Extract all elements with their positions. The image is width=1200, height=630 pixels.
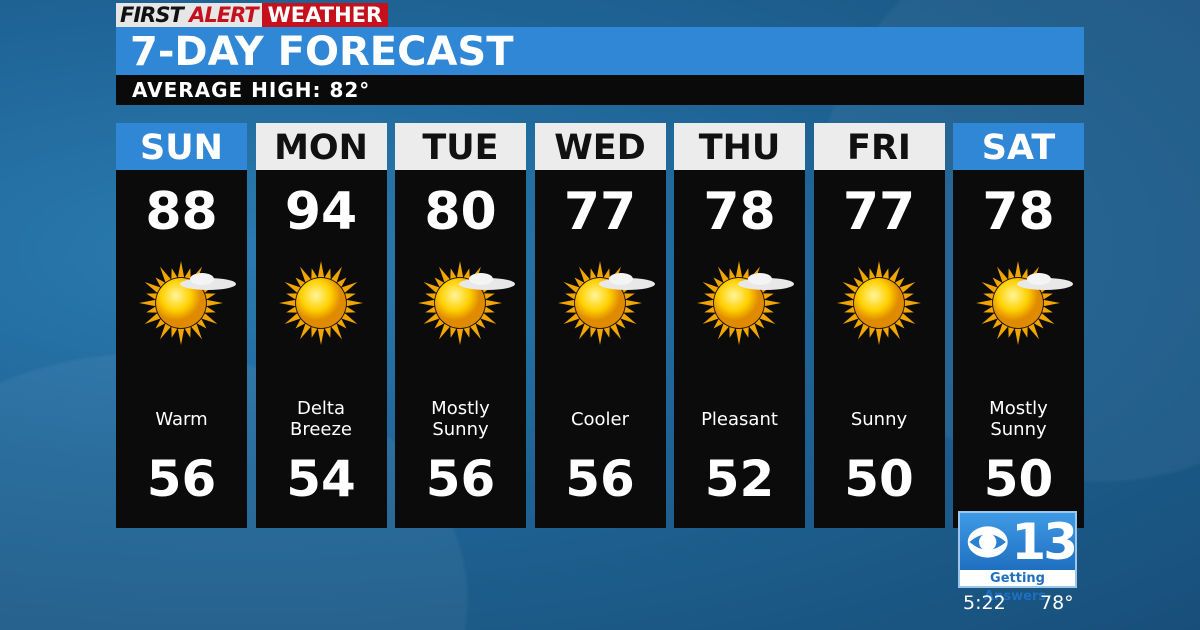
low-temp: 50 — [844, 450, 914, 508]
condition-label: Mostly Sunny — [989, 398, 1048, 440]
first-alert-weather-logo: FIRST ALERT WEATHER — [116, 3, 389, 27]
low-temp: 52 — [704, 450, 775, 508]
condition-text: Warm — [116, 398, 247, 440]
low-temp: 56 — [565, 450, 635, 508]
day-body: 94 Delta Breeze 54 — [255, 170, 387, 528]
condition-text: Pleasant — [674, 398, 805, 440]
sun-cloud-icon — [136, 258, 246, 348]
day-column-tue: TUE 80 Mostly Sunny 56 — [395, 123, 526, 528]
day-header: THU — [674, 123, 805, 170]
condition-text: Mostly Sunny — [953, 398, 1084, 440]
clock-time: 5:22 — [963, 592, 1006, 614]
day-column-sat: SAT 78 Mostly Sunny 50 — [953, 123, 1084, 528]
sun-cloud-icon — [973, 258, 1083, 348]
day-column-thu: THU 78 Pleasant 52 — [674, 123, 805, 528]
high-temp: 80 — [424, 182, 497, 242]
high-temp: 94 — [284, 182, 358, 242]
day-column-mon: MON 94 Delta Breeze 54 — [255, 123, 387, 528]
brand-weather: WEATHER — [261, 3, 389, 27]
high-temp: 78 — [703, 182, 776, 242]
condition-label: Pleasant — [701, 408, 778, 430]
current-temp: 78° — [1040, 592, 1074, 614]
high-temp: 77 — [563, 182, 637, 242]
sun-cloud-icon — [694, 258, 804, 348]
condition-label: Mostly Sunny — [431, 398, 490, 440]
day-body: 77 Sunny 50 — [813, 170, 945, 528]
low-temp: 56 — [146, 450, 217, 508]
high-temp: 77 — [842, 182, 916, 242]
low-temp: 54 — [286, 450, 356, 508]
condition-text: Delta Breeze — [256, 398, 387, 440]
high-temp: 78 — [982, 182, 1055, 242]
day-body: 77 Cooler 56 — [534, 170, 666, 528]
page-title: 7-DAY FORECAST — [116, 27, 1084, 75]
day-column-sun: SUN 88 Warm 56 — [116, 123, 247, 528]
high-temp: 88 — [145, 182, 218, 242]
condition-label: Delta Breeze — [289, 398, 353, 440]
day-column-wed: WED 77 Cooler 56 — [534, 123, 666, 528]
cbs-eye-icon — [967, 525, 1008, 558]
day-header: SAT — [953, 123, 1084, 170]
average-high: AVERAGE HIGH: 82° — [116, 75, 1084, 105]
cbs13-logo: 13 Getting Answers. — [958, 511, 1078, 604]
condition-text: Sunny — [814, 398, 945, 440]
station-number: 13 — [1011, 512, 1078, 571]
low-temp: 56 — [425, 450, 496, 508]
station-tagline: Getting Answers. — [984, 571, 1051, 604]
condition-label: Cooler — [570, 408, 630, 430]
condition-label: Warm — [155, 408, 208, 430]
brand-alert: ALERT — [189, 3, 259, 27]
day-header: WED — [534, 123, 666, 170]
day-header: FRI — [813, 123, 945, 170]
low-temp: 50 — [983, 450, 1054, 508]
day-column-fri: FRI 77 Sunny 50 — [813, 123, 945, 528]
condition-text: Mostly Sunny — [395, 398, 526, 440]
day-body: 80 Mostly Sunny 56 — [395, 170, 526, 528]
sun-cloud-icon — [415, 258, 525, 348]
sun-cloud-icon — [555, 258, 665, 348]
sun-icon — [276, 258, 386, 348]
condition-label: Sunny — [850, 408, 908, 430]
sun-icon — [834, 258, 944, 348]
day-header: TUE — [395, 123, 526, 170]
brand-first: FIRST — [120, 3, 184, 27]
condition-text: Cooler — [535, 398, 666, 440]
day-body: 78 Pleasant 52 — [674, 170, 805, 528]
day-header: SUN — [116, 123, 247, 170]
day-body: 88 Warm 56 — [116, 170, 247, 528]
day-body: 78 Mostly Sunny 50 — [953, 170, 1084, 528]
day-header: MON — [255, 123, 387, 170]
